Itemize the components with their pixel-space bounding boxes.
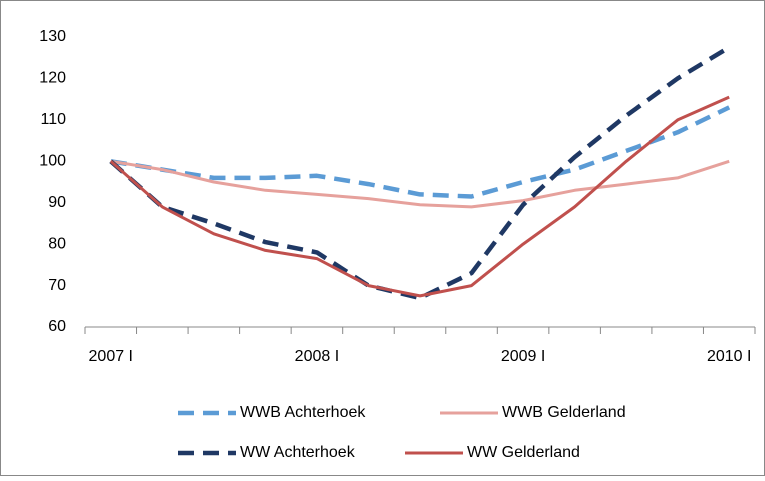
y-tick-label: 100 [39,153,66,170]
x-tick-label: 2007 I [89,348,133,365]
y-tick-label: 120 [39,70,66,87]
legend-label: WW Achterhoek [240,444,356,461]
series-line [110,159,730,209]
x-tick-label: 2008 I [295,348,339,365]
series-line [109,95,730,298]
y-tick-label: 130 [39,28,66,45]
series-line [110,105,731,199]
y-tick-label: 70 [48,277,66,294]
y-tick-label: 110 [40,111,66,128]
y-tick-label: 80 [48,235,66,252]
legend-label: WWB Gelderland [502,404,626,421]
y-tick-label: 90 [48,194,66,211]
legend-label: WW Gelderland [467,444,580,461]
x-tick-label: 2009 I [501,348,545,365]
y-tick-label: 60 [48,318,66,335]
x-tick-label: 2010 I [707,348,751,365]
legend-label: WWB Achterhoek [240,404,366,421]
